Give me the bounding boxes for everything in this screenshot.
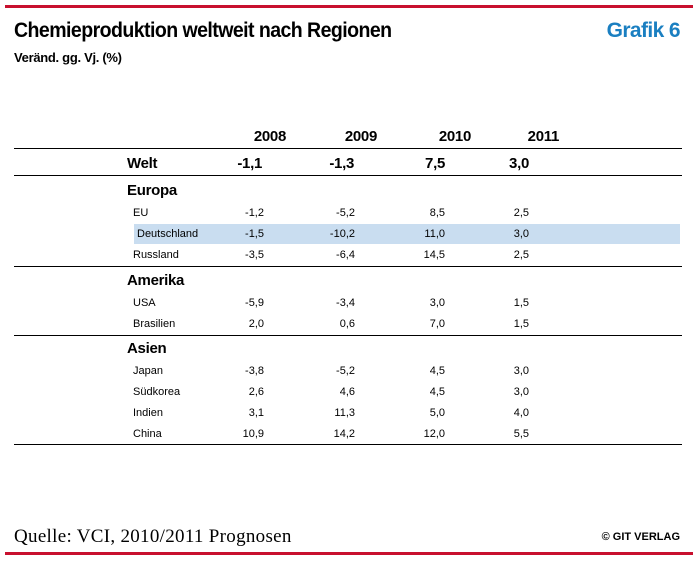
indien-2011: 4,0 bbox=[513, 407, 529, 419]
usa-2010: 3,0 bbox=[429, 297, 445, 309]
row-label-suedkorea: Südkorea bbox=[133, 386, 181, 398]
usa-2008: -5,9 bbox=[245, 297, 264, 309]
chart-subtitle: Veränd. gg. Vj. (%) bbox=[14, 50, 122, 65]
usa-2009: -3,4 bbox=[336, 297, 355, 309]
japan-2009: -5,2 bbox=[336, 365, 355, 377]
highlight-row-deutschland bbox=[134, 224, 680, 244]
row-label-japan: Japan bbox=[133, 365, 163, 377]
bottom-red-rule bbox=[5, 552, 693, 555]
row-label-eu: EU bbox=[133, 207, 149, 219]
eu-2010: 8,5 bbox=[429, 207, 445, 219]
suedkorea-2009: 4,6 bbox=[339, 386, 355, 398]
group-heading-asien: Asien bbox=[127, 340, 167, 357]
year-header-2009: 2009 bbox=[344, 128, 377, 145]
amerika-divider bbox=[14, 335, 682, 336]
japan-2011: 3,0 bbox=[513, 365, 529, 377]
china-2008: 10,9 bbox=[242, 428, 264, 440]
russland-2009: -6,4 bbox=[336, 249, 355, 261]
brasilien-2008: 2,0 bbox=[248, 318, 264, 330]
japan-2010: 4,5 bbox=[429, 365, 445, 377]
welt-divider bbox=[14, 175, 682, 176]
top-red-rule bbox=[5, 5, 693, 8]
eu-2008: -1,2 bbox=[245, 207, 264, 219]
row-label-brasilien: Brasilien bbox=[133, 318, 176, 330]
welt-2010: 7,5 bbox=[425, 155, 445, 172]
russland-2008: -3,5 bbox=[245, 249, 264, 261]
suedkorea-2011: 3,0 bbox=[513, 386, 529, 398]
europa-divider bbox=[14, 266, 682, 267]
year-header-2008: 2008 bbox=[253, 128, 286, 145]
deutschland-2009: -10,2 bbox=[329, 228, 355, 240]
usa-2011: 1,5 bbox=[513, 297, 529, 309]
deutschland-2008: -1,5 bbox=[245, 228, 264, 240]
russland-2011: 2,5 bbox=[513, 249, 529, 261]
indien-2008: 3,1 bbox=[248, 407, 264, 419]
russland-2010: 14,5 bbox=[423, 249, 445, 261]
japan-2008: -3,8 bbox=[245, 365, 264, 377]
data-table: 2008 2009 2010 2011 Welt -1,1 -1,3 7,5 3… bbox=[14, 128, 682, 445]
row-label-welt: Welt bbox=[127, 155, 158, 172]
row-label-russland: Russland bbox=[133, 249, 179, 261]
row-label-china: China bbox=[133, 428, 162, 440]
chart-title: Chemieproduktion weltweit nach Regionen bbox=[14, 19, 392, 42]
year-header-2011: 2011 bbox=[527, 128, 560, 145]
eu-2009: -5,2 bbox=[336, 207, 355, 219]
group-heading-europa: Europa bbox=[127, 182, 177, 199]
china-2011: 5,5 bbox=[513, 428, 529, 440]
row-label-indien: Indien bbox=[133, 407, 163, 419]
table-bottom-rule bbox=[14, 444, 682, 445]
welt-2011: 3,0 bbox=[509, 155, 529, 172]
source-note: Quelle: VCI, 2010/2011 Prognosen bbox=[14, 526, 292, 547]
group-heading-amerika: Amerika bbox=[127, 272, 185, 289]
suedkorea-2010: 4,5 bbox=[429, 386, 445, 398]
deutschland-2010: 11,0 bbox=[424, 228, 445, 240]
eu-2011: 2,5 bbox=[513, 207, 529, 219]
china-2009: 14,2 bbox=[333, 428, 355, 440]
header-divider bbox=[14, 148, 682, 149]
china-2010: 12,0 bbox=[423, 428, 445, 440]
welt-2009: -1,3 bbox=[329, 155, 354, 172]
year-header-2010: 2010 bbox=[438, 128, 471, 145]
deutschland-2011: 3,0 bbox=[513, 228, 529, 240]
brasilien-2010: 7,0 bbox=[429, 318, 445, 330]
copyright-note: © GIT VERLAG bbox=[601, 531, 680, 543]
indien-2009: 11,3 bbox=[334, 407, 355, 419]
brasilien-2011: 1,5 bbox=[513, 318, 529, 330]
suedkorea-2008: 2,6 bbox=[248, 386, 264, 398]
graphic-number-badge: Grafik 6 bbox=[606, 19, 681, 42]
row-label-usa: USA bbox=[133, 297, 156, 309]
row-label-deutschland: Deutschland bbox=[137, 228, 199, 240]
indien-2010: 5,0 bbox=[429, 407, 445, 419]
welt-2008: -1,1 bbox=[237, 155, 262, 172]
brasilien-2009: 0,6 bbox=[339, 318, 355, 330]
